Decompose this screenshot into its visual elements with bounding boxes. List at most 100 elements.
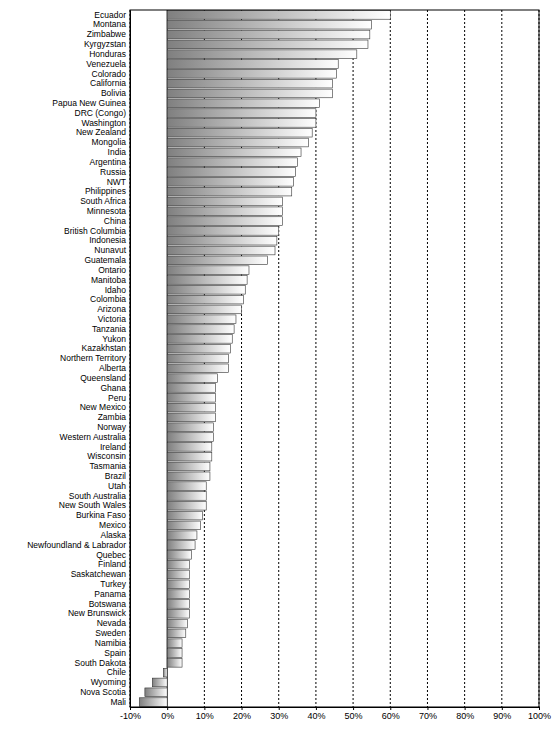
y-tick: New Zealand bbox=[76, 127, 130, 137]
x-tick: 90% bbox=[493, 707, 511, 721]
y-tick: Zambia bbox=[98, 412, 130, 422]
y-tick: Zimbabwe bbox=[87, 29, 130, 39]
y-tick-label: Zambia bbox=[98, 412, 127, 422]
plot: -10%0%10%20%30%40%50%60%70%80%90%100%Ecu… bbox=[27, 10, 551, 722]
y-tick-label: British Columbia bbox=[64, 226, 126, 236]
y-tick: NWT bbox=[107, 177, 130, 187]
bar bbox=[167, 20, 372, 29]
y-tick: Yukon bbox=[102, 334, 130, 344]
y-tick-label: Northern Territory bbox=[60, 353, 127, 363]
y-tick: Colombia bbox=[90, 294, 130, 304]
y-tick-label: Manitoba bbox=[91, 275, 126, 285]
y-tick: New South Wales bbox=[59, 500, 130, 510]
bar bbox=[167, 138, 308, 147]
grid-line bbox=[390, 10, 391, 707]
y-tick: Arizona bbox=[97, 304, 130, 314]
y-tick-label: Quebec bbox=[96, 550, 127, 560]
y-tick: Minnesota bbox=[87, 206, 130, 216]
y-tick-label: Nunavut bbox=[94, 245, 126, 255]
x-tick-label: 30% bbox=[270, 711, 288, 721]
bar bbox=[167, 364, 228, 373]
y-tick-label: Wyoming bbox=[91, 677, 127, 687]
x-tick-mark bbox=[465, 707, 466, 710]
y-tick: Saskatchewan bbox=[71, 569, 130, 579]
x-tick-mark bbox=[390, 707, 391, 710]
bar bbox=[167, 619, 187, 628]
y-tick: Honduras bbox=[89, 49, 130, 59]
y-tick: Washington bbox=[81, 118, 130, 128]
y-tick: Queensland bbox=[80, 373, 130, 383]
y-tick: Mexico bbox=[99, 520, 130, 530]
y-tick-label: Idaho bbox=[105, 285, 127, 295]
x-tick-label: 90% bbox=[493, 711, 511, 721]
y-tick-label: New Brunswick bbox=[68, 608, 127, 618]
y-tick-label: Honduras bbox=[89, 49, 126, 59]
bar bbox=[167, 570, 189, 579]
y-tick: New Mexico bbox=[80, 402, 130, 412]
x-axis: -10%0%10%20%30%40%50%60%70%80%90%100% bbox=[120, 707, 551, 721]
x-tick-mark bbox=[204, 707, 205, 710]
x-tick-mark bbox=[316, 707, 317, 710]
bar bbox=[167, 482, 206, 491]
y-tick: Turkey bbox=[100, 579, 130, 589]
x-tick: 70% bbox=[419, 707, 437, 721]
y-tick-label: Wisconsin bbox=[87, 451, 126, 461]
y-tick: Brazil bbox=[105, 471, 130, 481]
y-tick-label: Venezuela bbox=[86, 59, 126, 69]
y-tick-label: Alaska bbox=[100, 530, 126, 540]
y-tick-label: India bbox=[108, 147, 127, 157]
y-tick: Kazakhstan bbox=[82, 343, 130, 353]
bar bbox=[167, 60, 338, 69]
bar bbox=[167, 433, 213, 442]
y-tick-label: Guatemala bbox=[84, 255, 126, 265]
y-tick-label: Ireland bbox=[100, 442, 126, 452]
y-tick-label: NWT bbox=[107, 177, 126, 187]
x-tick-label: 50% bbox=[345, 711, 363, 721]
bar bbox=[167, 50, 357, 59]
y-tick-label: Yukon bbox=[102, 334, 126, 344]
y-tick: Manitoba bbox=[91, 275, 130, 285]
y-tick: South Dakota bbox=[74, 658, 130, 668]
bar bbox=[139, 698, 167, 707]
y-tick: Finland bbox=[98, 559, 130, 569]
x-tick: 50% bbox=[345, 707, 363, 721]
bar bbox=[167, 354, 228, 363]
y-tick: Colorado bbox=[92, 69, 131, 79]
y-tick: Victoria bbox=[98, 314, 130, 324]
grid-line bbox=[427, 10, 428, 707]
bar bbox=[167, 148, 301, 157]
y-tick-label: Chile bbox=[107, 667, 127, 677]
y-tick: Philippines bbox=[85, 186, 130, 196]
y-tick: Nunavut bbox=[94, 245, 130, 255]
y-tick-label: Queensland bbox=[80, 373, 126, 383]
bar bbox=[167, 305, 241, 314]
y-tick-label: Bolivia bbox=[101, 88, 126, 98]
y-tick-label: Russia bbox=[100, 167, 126, 177]
y-tick-label: Argentina bbox=[90, 157, 127, 167]
y-tick-label: China bbox=[104, 216, 126, 226]
x-tick-label: -10% bbox=[120, 711, 141, 721]
x-tick-label: 60% bbox=[382, 711, 400, 721]
y-tick: Wyoming bbox=[91, 677, 130, 687]
y-tick-label: Saskatchewan bbox=[71, 569, 127, 579]
x-axis-line bbox=[131, 708, 540, 711]
y-tick: Idaho bbox=[105, 285, 130, 295]
x-tick: 80% bbox=[456, 707, 474, 721]
x-tick-label: 10% bbox=[196, 711, 214, 721]
bar bbox=[167, 659, 182, 668]
bar bbox=[167, 501, 206, 510]
bar bbox=[167, 551, 191, 560]
y-tick-label: Kazakhstan bbox=[82, 343, 127, 353]
y-tick-label: Sweden bbox=[95, 628, 126, 638]
y-tick-label: Colorado bbox=[92, 69, 127, 79]
x-tick-mark bbox=[427, 707, 428, 710]
bar bbox=[167, 541, 195, 550]
y-tick-label: South Australia bbox=[69, 491, 126, 501]
bar bbox=[167, 246, 275, 255]
bar bbox=[167, 609, 189, 618]
y-tick: Tasmania bbox=[90, 461, 130, 471]
bar bbox=[167, 285, 245, 294]
x-tick: 60% bbox=[382, 707, 400, 721]
bar bbox=[152, 678, 167, 687]
y-tick: Nevada bbox=[97, 618, 130, 628]
